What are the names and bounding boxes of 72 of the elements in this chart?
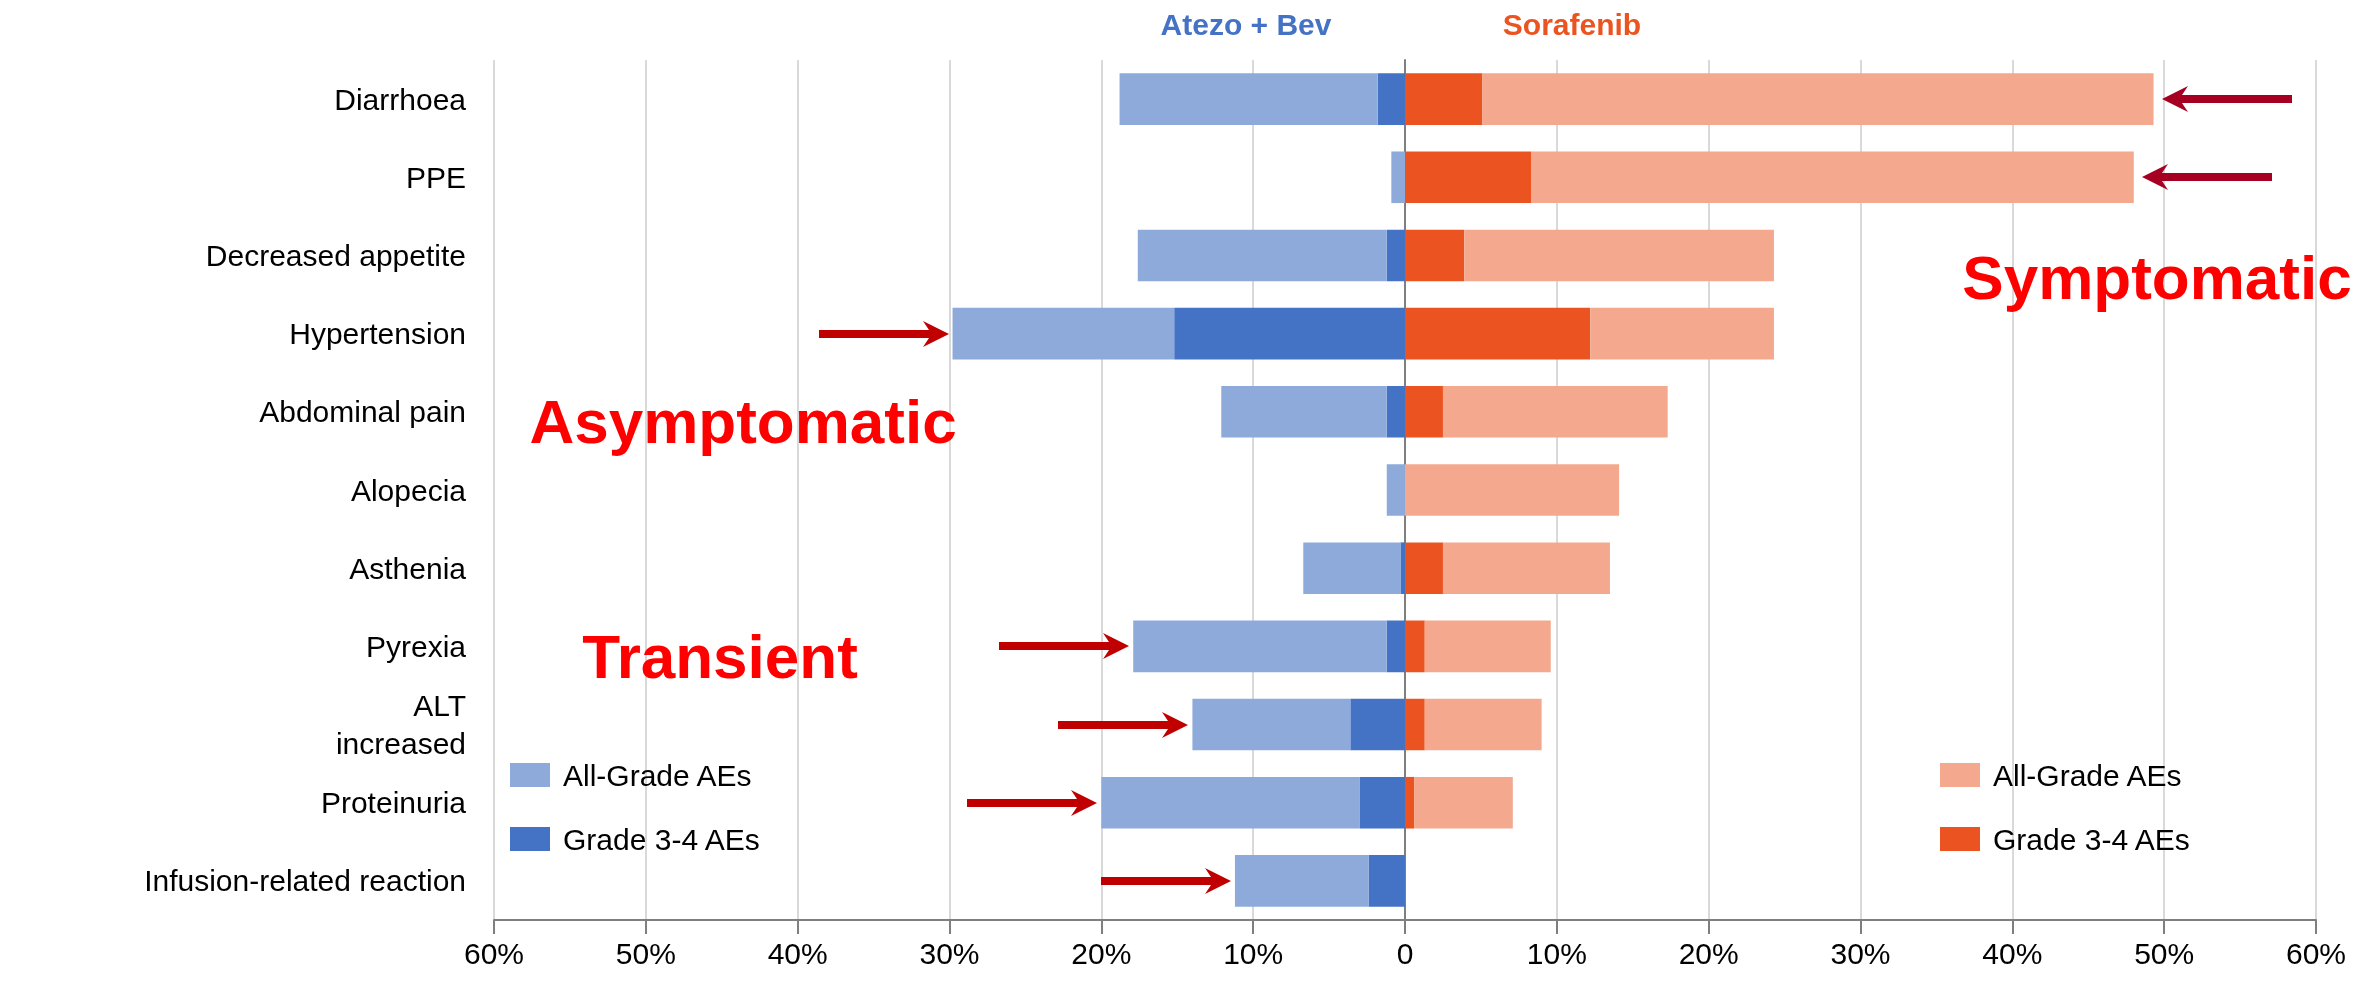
y-tick-label: Decreased appetite bbox=[205, 238, 466, 272]
legend-label: Grade 3-4 AEs bbox=[563, 822, 760, 856]
y-tick-label: Infusion-related reaction bbox=[144, 864, 466, 898]
y-tick-label: Abdominal pain bbox=[259, 395, 466, 429]
legend-label: All-Grade AEs bbox=[563, 758, 752, 792]
y-tick-label: ALT increased bbox=[335, 689, 466, 761]
bar bbox=[1386, 620, 1405, 673]
bar bbox=[1137, 229, 1387, 282]
bar bbox=[1442, 542, 1610, 594]
bar bbox=[1405, 229, 1465, 282]
x-tick-label: 60% bbox=[463, 936, 525, 970]
bar bbox=[1386, 464, 1405, 516]
bar bbox=[1368, 855, 1405, 907]
bar bbox=[1414, 776, 1513, 829]
y-tick-label: Asthenia bbox=[349, 551, 467, 585]
annotation: Symptomatic bbox=[1962, 242, 2352, 312]
x-tick-label: 30% bbox=[1830, 936, 1891, 970]
bar bbox=[1221, 386, 1387, 438]
y-tick-label: PPE bbox=[405, 160, 466, 194]
x-tick-label: 10% bbox=[1526, 936, 1587, 970]
bar bbox=[1531, 151, 2134, 204]
bar bbox=[1405, 307, 1591, 360]
y-tick-label: Pyrexia bbox=[365, 629, 467, 663]
x-tick-label: 10% bbox=[1223, 936, 1284, 970]
y-tick-label: Alopecia bbox=[350, 473, 467, 507]
bar bbox=[1424, 620, 1551, 673]
bar bbox=[1400, 542, 1405, 594]
bar bbox=[1405, 73, 1483, 125]
bar bbox=[1424, 698, 1542, 751]
bar bbox=[952, 307, 1175, 360]
bar bbox=[1350, 698, 1405, 751]
bar bbox=[1405, 776, 1415, 829]
x-tick-label: 40% bbox=[1982, 936, 2043, 970]
legend-label: All-Grade AEs bbox=[1993, 758, 2182, 792]
x-tick-label: 50% bbox=[2134, 936, 2195, 970]
bar bbox=[1174, 307, 1405, 360]
y-tick-label: Diarrhoea bbox=[334, 82, 467, 116]
bar bbox=[1359, 776, 1405, 829]
x-tick-label: 0 bbox=[1396, 936, 1414, 970]
bar bbox=[1303, 542, 1401, 594]
bar bbox=[1405, 620, 1425, 673]
x-tick-label: 30% bbox=[919, 936, 980, 970]
bar bbox=[1464, 229, 1774, 282]
bar bbox=[1119, 73, 1378, 125]
bar bbox=[1405, 464, 1620, 516]
y-tick-label: Hypertension bbox=[289, 317, 466, 351]
bar bbox=[1133, 620, 1387, 673]
bar bbox=[1405, 386, 1443, 438]
x-tick-label: 50% bbox=[615, 936, 676, 970]
bar bbox=[1482, 73, 2154, 125]
bar bbox=[1386, 386, 1405, 438]
bar bbox=[1391, 151, 1405, 204]
x-tick-label: 40% bbox=[767, 936, 828, 970]
bar bbox=[1442, 386, 1668, 438]
annotation: Transient bbox=[582, 621, 858, 691]
x-tick-label: 60% bbox=[2285, 936, 2347, 970]
legend-label: Grade 3-4 AEs bbox=[1993, 822, 2190, 856]
x-tick-label: 20% bbox=[1071, 936, 1132, 970]
bar bbox=[1405, 698, 1425, 751]
bar bbox=[1405, 151, 1532, 204]
bar bbox=[1234, 855, 1369, 907]
bar bbox=[1405, 542, 1443, 594]
y-tick-label: Proteinuria bbox=[320, 786, 467, 820]
x-tick-label: 20% bbox=[1678, 936, 1739, 970]
bar bbox=[1386, 229, 1405, 282]
annotation: Asymptomatic bbox=[529, 386, 957, 456]
text: Sorafenib bbox=[1502, 7, 1642, 41]
bar bbox=[1192, 698, 1351, 751]
bar bbox=[1377, 73, 1405, 125]
bar bbox=[1590, 307, 1774, 360]
bar bbox=[1101, 776, 1360, 829]
text: Atezo + Bev bbox=[1160, 7, 1332, 41]
